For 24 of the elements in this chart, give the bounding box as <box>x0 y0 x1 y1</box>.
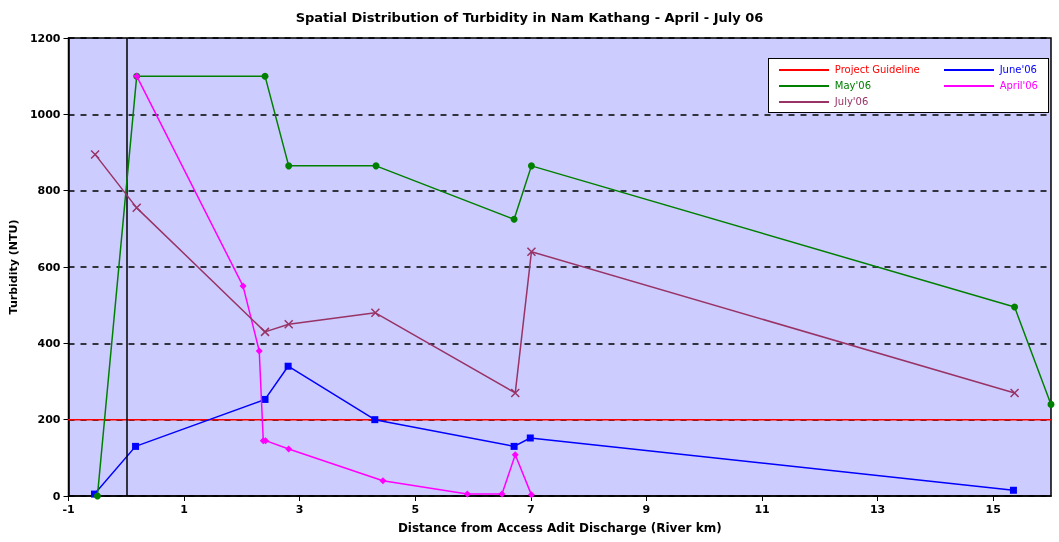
x-tick-label: 5 <box>411 503 420 516</box>
legend-label: June'06 <box>999 64 1037 75</box>
legend-label: April'06 <box>999 80 1038 91</box>
x-tick-label: 7 <box>527 503 535 516</box>
legend-label: July'06 <box>834 96 869 107</box>
y-axis-title: Turbidity (NTU) <box>7 219 20 315</box>
x-tick-label: 3 <box>295 503 304 516</box>
y-tick-label: 0 <box>52 489 61 503</box>
legend-label: Project Guideline <box>834 64 920 75</box>
y-tick-label: 600 <box>37 260 61 274</box>
x-tick-label: 1 <box>180 503 188 516</box>
x-tick-label: 11 <box>754 503 770 516</box>
y-tick-label: 1000 <box>29 107 61 121</box>
x-tick-label: 13 <box>869 503 886 516</box>
chart-title: Spatial Distribution of Turbidity in Nam Kathang - April - July 06 <box>295 10 764 25</box>
legend-label: May'06 <box>834 80 871 91</box>
x-axis-title: Distance from Access Adit Discharge (River km) <box>397 521 722 535</box>
x-tick-label: 15 <box>985 503 1001 516</box>
x-tick-label: 9 <box>642 503 651 516</box>
x-tick-label: -1 <box>62 503 75 516</box>
y-tick-label: 1200 <box>29 31 61 45</box>
y-tick-label: 800 <box>37 184 61 198</box>
y-tick-label: 400 <box>37 336 61 350</box>
y-tick-label: 200 <box>37 413 61 427</box>
